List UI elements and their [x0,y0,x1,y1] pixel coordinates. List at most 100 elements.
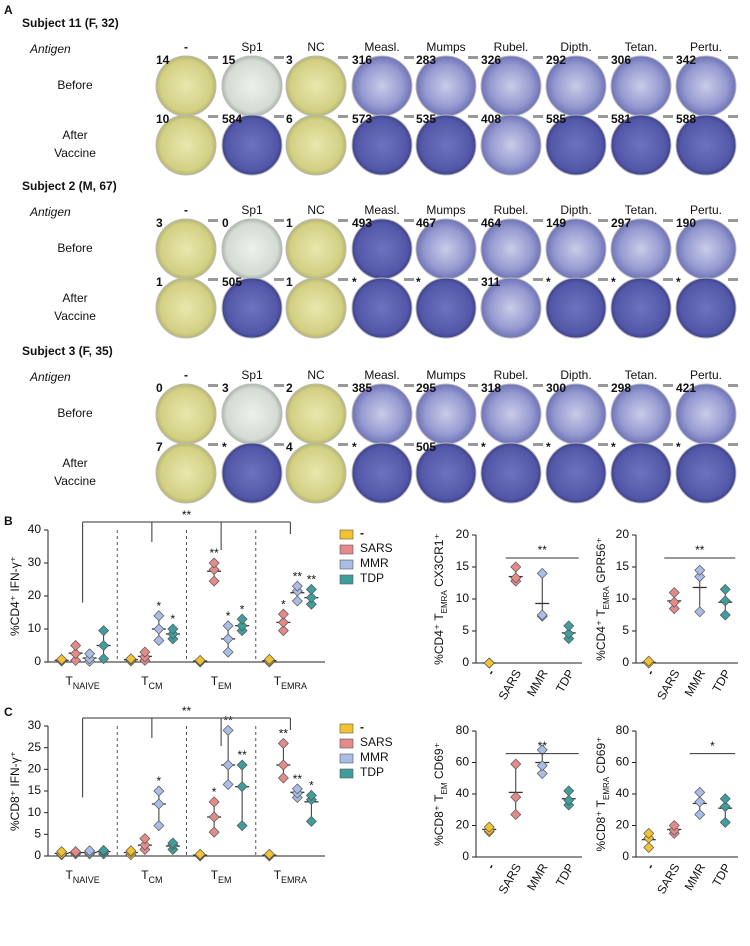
spot-count: * [416,275,421,289]
data-point [70,640,82,651]
well-tag [663,384,673,387]
data-point [277,759,289,771]
spot-count: 283 [416,53,436,67]
x-category-label: SARS [654,861,682,896]
data-point [98,640,110,651]
text-part: T [211,674,219,688]
y-tick-label: 20 [616,527,630,541]
data-point [305,583,317,595]
spot-count: 318 [481,381,501,395]
antigen-name: NC [307,40,325,54]
well-tag [404,115,414,118]
well-tag [663,219,673,222]
well [610,442,672,504]
well-tag [728,278,738,281]
well-tag [728,115,738,118]
well-tag [338,56,348,59]
data-point [483,821,495,833]
well-tag [598,384,608,387]
well-tag [728,384,738,387]
row-label: Before [57,406,93,420]
text-part: %CD4⁺ T [432,613,446,665]
well [545,277,607,339]
x-category-label: TEM [211,674,232,691]
legend-label: TDP [360,765,384,779]
spot-count: 14 [156,53,170,67]
data-point [236,820,248,832]
data-point [263,848,275,860]
row-label: Vaccine [54,146,96,160]
legend-label: SARS [360,735,393,749]
data-point [668,596,680,608]
spot-count: 298 [611,381,631,395]
y-tick-label: 0 [622,655,629,669]
data-point [719,583,731,595]
data-point [194,848,206,860]
y-axis-label: %CD8⁺ IFN-γ⁺ [8,751,22,831]
spot-count: 295 [416,381,436,395]
antigen-name: NC [307,368,325,382]
well-tag [533,115,543,118]
x-category-label: TDP [553,861,577,889]
spot-count: * [222,440,227,454]
y-tick-label: 20 [456,527,470,541]
well [415,277,477,339]
data-point [56,846,68,858]
spot-count: 15 [222,53,236,67]
data-point [153,623,165,635]
spot-count: * [676,275,681,289]
well-tag [598,56,608,59]
y-tick-label: 10 [616,591,630,605]
spot-count: 306 [611,53,631,67]
spot-count: 292 [546,53,566,67]
text-part: T [141,674,149,688]
well-tag [404,443,414,446]
x-category-label: MMR [524,861,551,893]
spot-count: 7 [156,440,163,454]
spot-count: 190 [676,216,696,230]
data-point [510,572,522,584]
data-point [222,620,234,632]
row-label: After [62,128,87,142]
significance: ** [182,508,192,522]
row-label: Before [57,241,93,255]
well-tag [404,278,414,281]
text-part: T [274,674,282,688]
legend-swatch [339,738,354,749]
y-tick-label: 30 [28,718,42,732]
spot-count: 4 [286,440,293,454]
y-axis-label: %CD8⁺ TEMRA CD69⁺ [594,737,610,852]
antigen-name: - [184,203,188,217]
spot-count: 311 [481,275,501,289]
well [221,383,283,445]
y-tick-label: 0 [622,849,629,863]
y-tick-label: 40 [28,522,42,536]
y-tick-label: 30 [28,555,42,569]
spot-count: 326 [481,53,501,67]
well-tag [663,443,673,446]
spot-count: 505 [416,440,436,454]
data-point [125,845,137,857]
well-tag [663,278,673,281]
well [155,218,217,280]
spot-count: 1 [286,275,293,289]
spot-count: 2 [286,381,293,395]
text-part: CD69⁺ [594,737,608,777]
y-tick-label: 40 [616,786,630,800]
well-tag [338,115,348,118]
spot-count: 297 [611,216,631,230]
legend-swatch [339,723,354,734]
data-point [668,820,680,831]
data-point [222,646,234,658]
well-tag [338,443,348,446]
data-point [277,608,289,620]
data-point [208,557,220,569]
data-point [208,811,220,823]
spot-count: 421 [676,381,696,395]
data-point [510,808,522,820]
legend-swatch [339,529,354,540]
legend-swatch [339,559,354,570]
well-tag [598,443,608,446]
bracket [82,521,291,603]
